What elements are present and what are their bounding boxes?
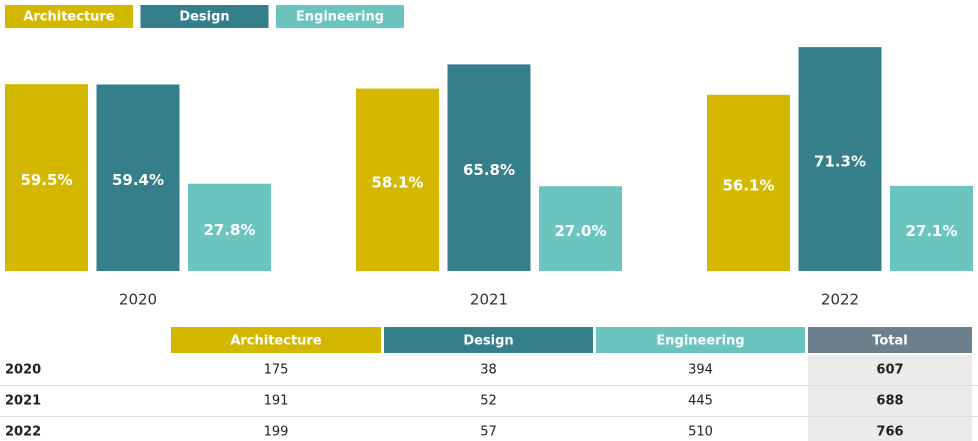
table-cell: 52 [480, 394, 497, 409]
x-tick-label: 2022 [821, 291, 859, 309]
data-label: 59.5% [20, 171, 72, 189]
table-cell: 175 [264, 363, 289, 378]
table-header-cell [808, 327, 972, 353]
row-label: 2022 [5, 425, 41, 440]
table-header-cell [171, 327, 381, 353]
data-label: 58.1% [371, 173, 423, 191]
data-label: 27.1% [905, 222, 957, 240]
legend-label: Architecture [23, 10, 115, 25]
row-label: 2021 [5, 394, 41, 409]
total-cell: 688 [876, 394, 903, 409]
data-label: 27.0% [554, 222, 606, 240]
legend-swatch [5, 5, 133, 28]
total-cell: 607 [876, 363, 903, 378]
table-cell: 38 [480, 363, 497, 378]
table-cell: 191 [264, 394, 289, 409]
table-cell: 394 [688, 363, 713, 378]
total-column-bg [808, 355, 972, 441]
bar [447, 64, 531, 271]
legend-label: Engineering [296, 10, 384, 25]
bar [890, 185, 973, 271]
table-header: Total [872, 334, 908, 349]
bar [356, 88, 439, 271]
table-header-cell [384, 327, 593, 353]
data-label: 65.8% [463, 161, 515, 179]
table-header: Engineering [656, 334, 744, 349]
table-cell: 199 [264, 425, 289, 440]
legend-label: Design [179, 10, 229, 25]
total-cell: 766 [876, 425, 903, 440]
row-label: 2020 [5, 363, 41, 378]
table-header: Design [463, 334, 513, 349]
table-header: Architecture [230, 334, 322, 349]
bar [707, 94, 790, 271]
legend-swatch [140, 5, 269, 28]
bar [5, 84, 88, 271]
data-label: 71.3% [814, 153, 866, 171]
table-cell: 445 [688, 394, 713, 409]
table-cell: 510 [688, 425, 713, 440]
x-tick-label: 2021 [470, 291, 508, 309]
data-label: 27.8% [203, 221, 255, 239]
bar [539, 186, 622, 271]
table-header-cell [596, 327, 805, 353]
bar [798, 47, 882, 272]
table-cell: 57 [480, 425, 497, 440]
bar [96, 84, 180, 271]
x-tick-label: 2020 [119, 291, 157, 309]
legend-swatch [276, 5, 404, 28]
data-label: 56.1% [722, 176, 774, 194]
bar [188, 183, 271, 271]
data-label: 59.4% [112, 171, 164, 189]
